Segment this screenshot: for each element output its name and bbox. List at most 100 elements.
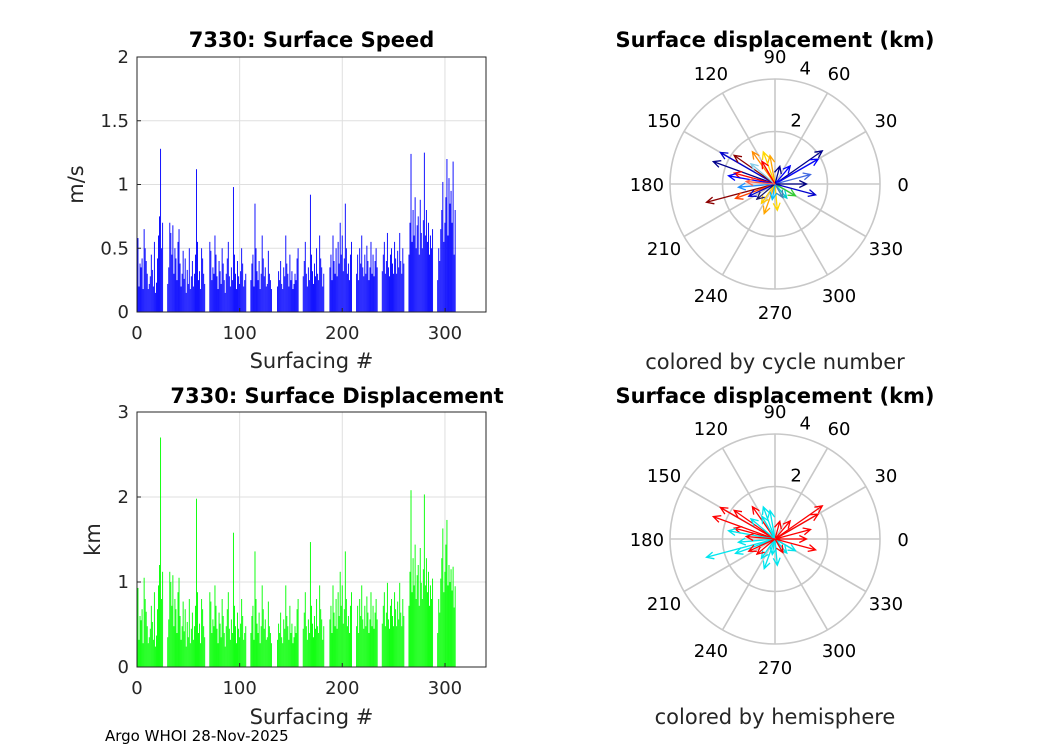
displacement-bar (200, 643, 202, 667)
displacement-bar (204, 637, 206, 667)
displacement-bar (446, 519, 448, 667)
displacement-bar (263, 628, 265, 667)
displacement-bar (440, 578, 442, 667)
speed-bar (263, 276, 265, 312)
speed-bar (337, 241, 339, 313)
polar-cycle-arrow (762, 183, 776, 215)
speed-bar (397, 250, 399, 312)
speed-bar (286, 263, 288, 312)
displacement-bar (143, 577, 145, 667)
speed-xlabel: Surfacing # (250, 349, 374, 373)
speed-bar (257, 280, 259, 313)
speed-bar (445, 197, 447, 312)
displacement-bar (190, 628, 192, 667)
displacement-bar (174, 599, 176, 667)
speed-bar (345, 248, 347, 312)
speed-bar (371, 273, 373, 312)
speed-bar (188, 248, 190, 312)
displacement-bar (237, 612, 238, 667)
speed-bar (266, 283, 268, 312)
speed-bar (148, 283, 150, 312)
displacement-bar (278, 623, 280, 667)
displacement-bar (452, 566, 454, 667)
displacement-bar (376, 619, 378, 667)
speed-bar (231, 280, 233, 313)
displacement-bar (212, 619, 214, 667)
displacement-bar (181, 626, 183, 667)
speed-bar (180, 286, 182, 312)
displacement-panel: 0 1 2 3 0 100 200 300 7330: Surface Displacemen… (81, 384, 504, 729)
displacement-bar (399, 582, 401, 667)
displacement-bar (141, 609, 143, 667)
displacement-bar (292, 643, 294, 667)
speed-bar (291, 271, 293, 312)
displacement-bar (349, 605, 351, 667)
displacement-bar (288, 639, 290, 667)
displacement-xtick-label: 0 (131, 678, 142, 699)
polar-hemisphere-angle-label: 30 (874, 466, 897, 487)
displacement-bar (268, 626, 270, 667)
polar-hemisphere-angle-label: 240 (694, 641, 728, 662)
displacement-bar (243, 639, 245, 667)
displacement-bar (410, 490, 412, 667)
speed-bar (283, 267, 285, 313)
speed-bar (278, 271, 280, 312)
displacement-bar (196, 498, 197, 667)
displacement-bar (384, 626, 386, 667)
displacement-bar (387, 619, 389, 667)
polar-cycle-arrow (774, 183, 818, 198)
displacement-bar (428, 571, 429, 667)
displacement-bar (168, 619, 170, 667)
polar-cycle-ring (721, 130, 829, 238)
displacement-bar (322, 639, 324, 667)
polar-hemisphere-arrow (761, 515, 776, 540)
displacement-bar (149, 628, 151, 667)
displacement-bar (321, 619, 323, 667)
speed-bar (264, 267, 266, 313)
displacement-bar (425, 558, 427, 667)
displacement-bar (217, 643, 219, 667)
speed-ticks: 0 0.5 1 1.5 2 0 100 200 300 (100, 47, 462, 344)
speed-bar (365, 273, 367, 312)
displacement-bar (416, 575, 418, 667)
speed-bar (293, 283, 295, 312)
speed-bar (239, 283, 241, 312)
displacement-bar (175, 609, 177, 667)
speed-bar (307, 267, 309, 313)
speed-bar (162, 222, 164, 312)
displacement-bar (173, 626, 175, 667)
speed-ytick-label: 2 (118, 47, 129, 68)
displacement-bar (356, 626, 358, 667)
speed-bar (138, 286, 140, 312)
speed-bar (217, 289, 219, 312)
speed-bar (253, 286, 255, 312)
displacement-bar (145, 611, 147, 667)
speed-bar (430, 235, 431, 312)
speed-bar (141, 258, 143, 312)
speed-bar (410, 153, 412, 312)
speed-bar (403, 263, 405, 312)
displacement-bar (411, 592, 413, 667)
speed-bar (384, 273, 386, 312)
displacement-bar (333, 612, 335, 667)
displacement-bar (364, 605, 366, 667)
displacement-bar (219, 623, 221, 667)
speed-bar (421, 248, 423, 312)
speed-bar (373, 276, 375, 312)
speed-bar (453, 254, 455, 313)
displacement-bar (284, 628, 286, 667)
polar-cycle-arrow (774, 164, 782, 185)
speed-bar (288, 286, 290, 312)
polar-cycle-arrow (769, 183, 778, 201)
displacement-bar (367, 612, 369, 667)
displacement-bar (211, 633, 213, 667)
displacement-bar (320, 609, 322, 667)
polar-cycle-angle-label: 0 (897, 175, 908, 196)
speed-bar (439, 261, 441, 312)
displacement-bar (245, 626, 247, 667)
polar-cycle-xlabel: colored by cycle number (645, 350, 905, 374)
polar-hemisphere-arrow (755, 538, 776, 556)
displacement-bar (417, 565, 419, 667)
displacement-bar (171, 605, 173, 667)
polar-hemisphere-arrow (774, 513, 820, 540)
